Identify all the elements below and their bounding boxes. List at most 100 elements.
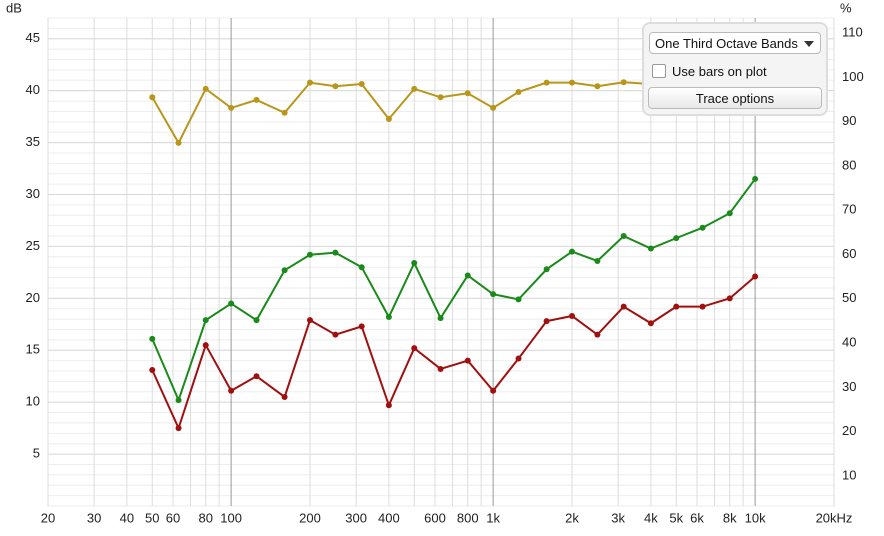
data-point xyxy=(752,175,759,182)
y-tick-label: 20 xyxy=(26,290,40,305)
y2-tick-label: 40 xyxy=(842,334,856,349)
x-tick-label: 100 xyxy=(220,510,242,525)
data-point xyxy=(253,373,260,380)
data-point xyxy=(281,267,288,274)
data-point xyxy=(358,80,365,87)
data-point xyxy=(228,104,235,111)
x-tick-label: 3k xyxy=(611,510,625,525)
data-point xyxy=(385,115,392,122)
y-tick-label: 25 xyxy=(26,238,40,253)
x-tick-label: 4k xyxy=(644,510,658,525)
data-point xyxy=(175,139,182,146)
y-tick-label: 10 xyxy=(26,394,40,409)
x-tick-label: 60 xyxy=(166,510,180,525)
checkbox-label: Use bars on plot xyxy=(672,64,767,79)
data-point xyxy=(699,224,706,231)
data-point xyxy=(647,245,654,252)
data-point xyxy=(594,83,601,90)
data-point xyxy=(699,303,706,310)
data-point xyxy=(228,387,235,394)
options-panel: One Third Octave Bands Use bars on plot … xyxy=(642,22,828,116)
trace-options-button[interactable]: Trace options xyxy=(648,87,822,109)
data-point xyxy=(175,397,182,404)
data-point xyxy=(281,109,288,116)
x-tick-label: 10k xyxy=(745,510,766,525)
data-point xyxy=(752,273,759,280)
x-tick-label: 400 xyxy=(378,510,400,525)
checkbox-box[interactable] xyxy=(652,64,666,78)
y2-tick-label: 100 xyxy=(842,69,864,84)
series-line xyxy=(151,275,756,431)
data-point xyxy=(149,335,156,342)
data-point xyxy=(620,303,627,310)
y-tick-label: 35 xyxy=(26,134,40,149)
x-tick-label: 80 xyxy=(199,510,213,525)
data-point xyxy=(515,355,522,362)
data-point xyxy=(411,260,418,267)
bars-checkbox[interactable]: Use bars on plot xyxy=(652,64,767,79)
data-point xyxy=(332,249,339,256)
data-point xyxy=(543,79,550,86)
data-point xyxy=(464,272,471,279)
data-point xyxy=(569,248,575,255)
y-tick-label: 15 xyxy=(26,342,40,357)
y2-tick-label: 30 xyxy=(842,379,856,394)
x-tick-label: 8k xyxy=(723,510,737,525)
y2-tick-label: 10 xyxy=(842,467,856,482)
data-point xyxy=(253,96,260,103)
data-point xyxy=(332,331,339,338)
x-tick-label: 5k xyxy=(669,510,683,525)
data-point xyxy=(358,264,365,271)
band-dropdown[interactable]: One Third Octave Bands xyxy=(649,32,821,54)
data-point xyxy=(202,342,209,349)
data-point xyxy=(726,210,733,217)
data-point xyxy=(437,315,444,322)
data-point xyxy=(411,85,418,92)
data-point xyxy=(490,104,497,111)
data-point xyxy=(228,300,235,307)
data-point xyxy=(307,79,313,86)
data-point xyxy=(332,83,339,90)
y-tick-label: 5 xyxy=(33,446,40,461)
data-point xyxy=(543,266,550,273)
x-tick-label: 800 xyxy=(457,510,479,525)
y2-tick-label: 60 xyxy=(842,246,856,261)
data-point xyxy=(202,85,209,92)
data-point xyxy=(490,387,497,394)
data-point xyxy=(149,366,156,373)
data-point xyxy=(358,323,365,330)
y-tick-label: 45 xyxy=(26,30,40,45)
y2-tick-label: 110 xyxy=(842,24,863,39)
y2-tick-label: 70 xyxy=(842,202,856,217)
x-tick-label: 6k xyxy=(690,510,704,525)
y-axis-label: dB xyxy=(6,0,22,15)
x-tick-label: 2k xyxy=(565,510,579,525)
data-point xyxy=(569,79,575,86)
data-point xyxy=(307,251,313,258)
y2-axis-label: % xyxy=(840,0,852,15)
x-tick-label: 30 xyxy=(87,510,101,525)
x-tick-label: 20 xyxy=(41,510,55,525)
x-tick-label: 40 xyxy=(120,510,134,525)
data-point xyxy=(620,233,627,240)
data-point xyxy=(515,88,522,95)
x-tick-label: 1k xyxy=(486,510,500,525)
data-point xyxy=(726,295,733,302)
y-tick-label: 30 xyxy=(26,186,40,201)
data-point xyxy=(647,320,654,327)
data-point xyxy=(281,393,288,400)
x-tick-label: 50 xyxy=(145,510,159,525)
y2-tick-label: 90 xyxy=(842,113,856,128)
data-point xyxy=(411,345,418,352)
data-point xyxy=(385,402,392,409)
x-tick-label: 300 xyxy=(345,510,367,525)
data-point xyxy=(307,317,313,324)
data-point xyxy=(490,291,497,298)
data-point xyxy=(594,331,601,338)
series-line xyxy=(151,178,756,403)
data-point xyxy=(385,314,392,321)
x-tick-label: 600 xyxy=(424,510,446,525)
data-point xyxy=(594,257,601,264)
data-point xyxy=(464,357,471,364)
data-point xyxy=(620,79,627,86)
